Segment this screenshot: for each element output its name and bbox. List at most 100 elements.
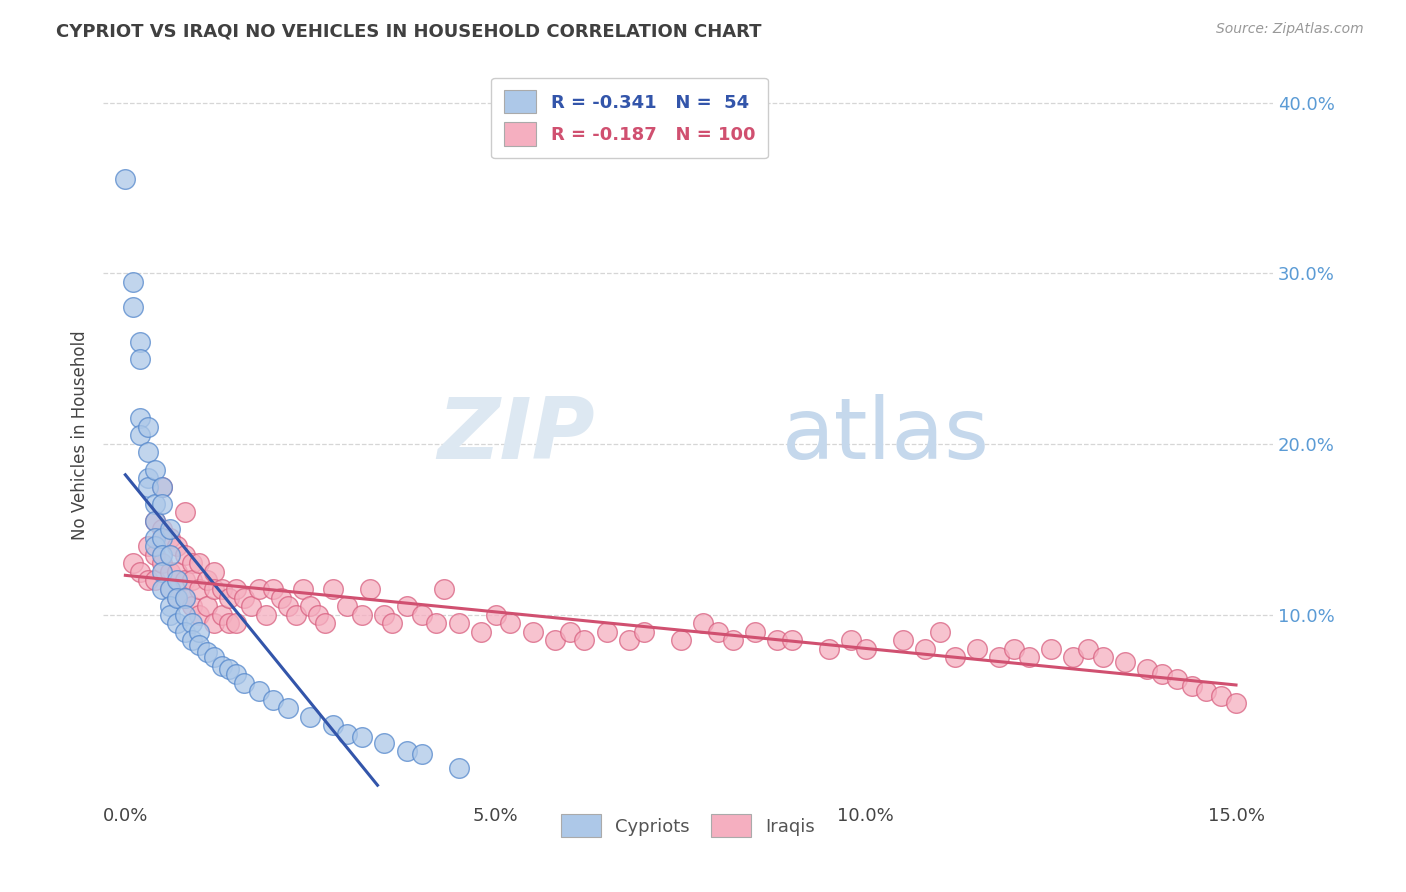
Point bbox=[1114, 656, 1136, 670]
Point bbox=[247, 582, 270, 596]
Point bbox=[173, 591, 195, 605]
Point bbox=[395, 744, 418, 758]
Point bbox=[232, 675, 254, 690]
Point bbox=[359, 582, 381, 596]
Point bbox=[188, 582, 211, 596]
Point bbox=[166, 539, 188, 553]
Point bbox=[136, 471, 159, 485]
Point bbox=[188, 638, 211, 652]
Point bbox=[574, 633, 596, 648]
Point bbox=[817, 641, 839, 656]
Point bbox=[136, 420, 159, 434]
Point bbox=[411, 747, 433, 762]
Text: ZIP: ZIP bbox=[437, 394, 595, 477]
Point bbox=[447, 761, 470, 775]
Point bbox=[373, 735, 395, 749]
Point bbox=[595, 624, 617, 639]
Text: CYPRIOT VS IRAQI NO VEHICLES IN HOUSEHOLD CORRELATION CHART: CYPRIOT VS IRAQI NO VEHICLES IN HOUSEHOL… bbox=[56, 22, 762, 40]
Point bbox=[669, 633, 692, 648]
Point bbox=[181, 574, 204, 588]
Point bbox=[1002, 641, 1025, 656]
Point bbox=[988, 650, 1011, 665]
Point bbox=[218, 616, 240, 631]
Point bbox=[173, 574, 195, 588]
Point bbox=[159, 548, 181, 562]
Point bbox=[522, 624, 544, 639]
Point bbox=[150, 582, 173, 596]
Point bbox=[1018, 650, 1040, 665]
Point bbox=[159, 599, 181, 613]
Point bbox=[336, 727, 359, 741]
Point bbox=[484, 607, 506, 622]
Point bbox=[173, 505, 195, 519]
Point bbox=[314, 616, 336, 631]
Point bbox=[150, 522, 173, 536]
Point bbox=[395, 599, 418, 613]
Point bbox=[470, 624, 492, 639]
Point bbox=[225, 667, 247, 681]
Point bbox=[121, 557, 143, 571]
Point bbox=[1091, 650, 1114, 665]
Point bbox=[352, 607, 374, 622]
Point bbox=[136, 539, 159, 553]
Point bbox=[136, 574, 159, 588]
Point bbox=[299, 599, 322, 613]
Point bbox=[195, 574, 218, 588]
Point bbox=[159, 531, 181, 545]
Point bbox=[188, 624, 211, 639]
Point bbox=[173, 607, 195, 622]
Text: atlas: atlas bbox=[782, 394, 990, 477]
Point bbox=[352, 731, 374, 745]
Point bbox=[855, 641, 877, 656]
Point bbox=[839, 633, 862, 648]
Point bbox=[307, 607, 329, 622]
Point bbox=[211, 658, 233, 673]
Point bbox=[1136, 662, 1159, 676]
Point bbox=[943, 650, 966, 665]
Point bbox=[270, 591, 292, 605]
Point bbox=[181, 616, 204, 631]
Point bbox=[232, 591, 254, 605]
Point bbox=[211, 582, 233, 596]
Point bbox=[322, 582, 344, 596]
Point bbox=[129, 428, 152, 442]
Point bbox=[129, 411, 152, 425]
Point bbox=[240, 599, 263, 613]
Legend: Cypriots, Iraqis: Cypriots, Iraqis bbox=[554, 807, 823, 845]
Point bbox=[173, 591, 195, 605]
Point bbox=[225, 616, 247, 631]
Point bbox=[150, 480, 173, 494]
Point bbox=[166, 574, 188, 588]
Point bbox=[166, 591, 188, 605]
Point bbox=[202, 582, 225, 596]
Point bbox=[966, 641, 988, 656]
Point bbox=[136, 480, 159, 494]
Point bbox=[150, 557, 173, 571]
Point bbox=[411, 607, 433, 622]
Point bbox=[1211, 690, 1233, 704]
Point bbox=[159, 582, 181, 596]
Point bbox=[780, 633, 803, 648]
Point bbox=[292, 582, 315, 596]
Point bbox=[1195, 684, 1218, 698]
Point bbox=[159, 565, 181, 579]
Point bbox=[143, 574, 166, 588]
Point bbox=[202, 616, 225, 631]
Point bbox=[277, 599, 299, 613]
Point bbox=[143, 497, 166, 511]
Point bbox=[143, 531, 166, 545]
Point bbox=[633, 624, 655, 639]
Point bbox=[129, 565, 152, 579]
Point bbox=[914, 641, 936, 656]
Point bbox=[166, 591, 188, 605]
Point bbox=[195, 599, 218, 613]
Point bbox=[617, 633, 640, 648]
Point bbox=[1166, 673, 1188, 687]
Point bbox=[692, 616, 714, 631]
Point bbox=[150, 480, 173, 494]
Point bbox=[1077, 641, 1099, 656]
Point bbox=[928, 624, 950, 639]
Point bbox=[721, 633, 744, 648]
Point bbox=[299, 710, 322, 724]
Point bbox=[381, 616, 404, 631]
